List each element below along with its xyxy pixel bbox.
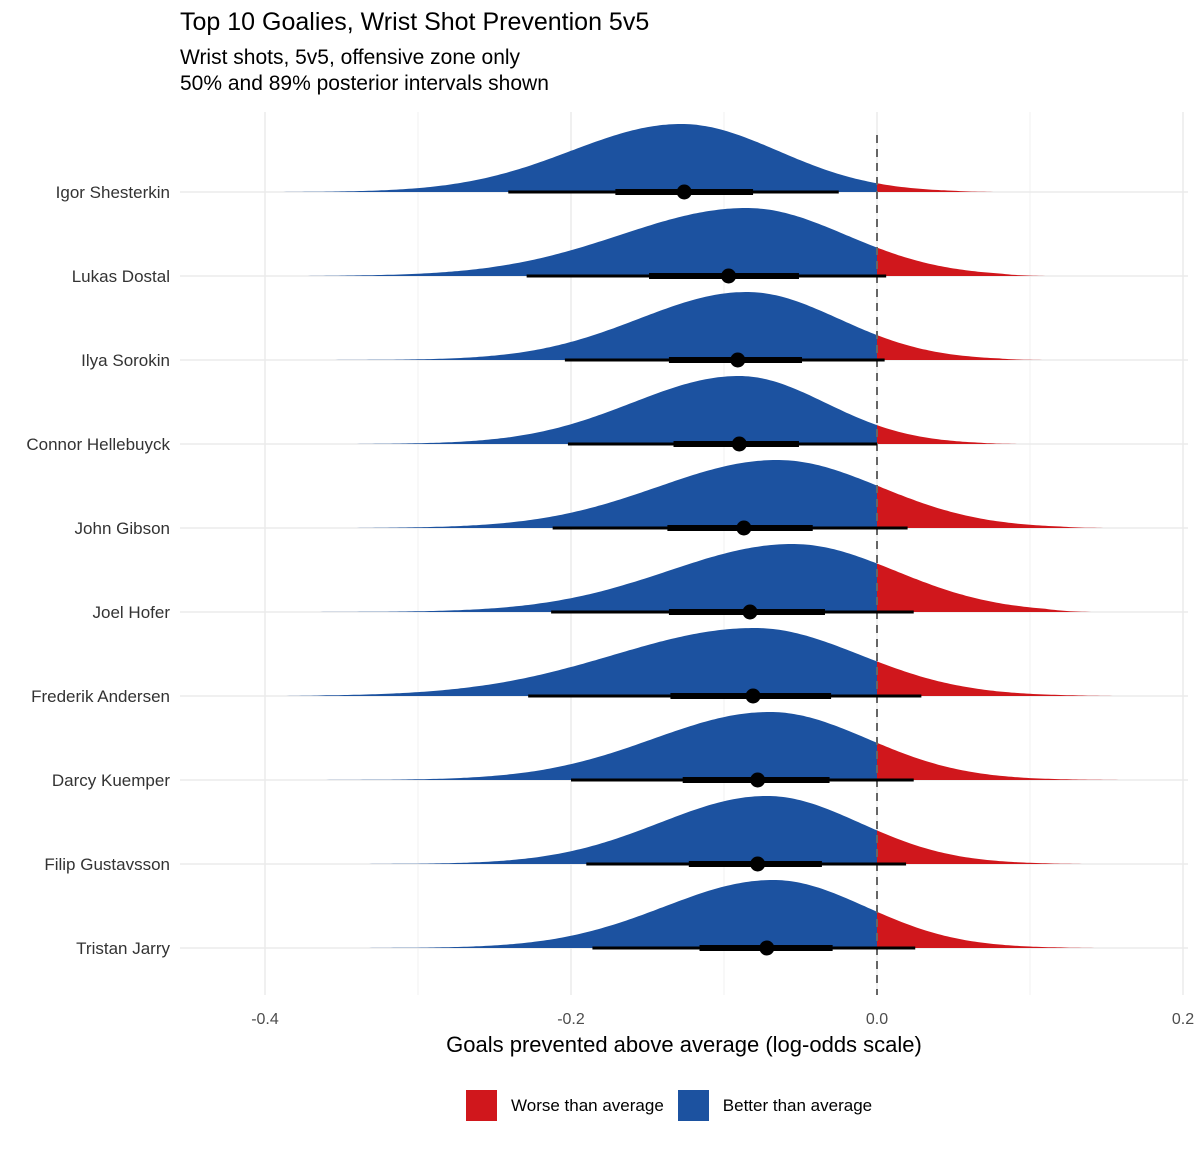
ridge-worse-area <box>877 742 1138 780</box>
median-point <box>731 436 747 452</box>
median-point <box>750 772 766 788</box>
median-point <box>750 856 766 872</box>
ridge-better-area <box>295 208 878 276</box>
goalie-label: Connor Hellebuyck <box>26 435 170 454</box>
legend-label-better: Better than average <box>722 1095 873 1115</box>
ridge-better-area <box>341 460 877 528</box>
ridge-better-area <box>265 124 877 192</box>
y-axis-labels: Igor Shesterkin Lukas Dostal Ilya Sorokin C… <box>26 183 170 958</box>
ridge-better-area <box>234 712 877 780</box>
median-point <box>676 184 692 200</box>
goalie-label: Igor Shesterkin <box>56 183 170 202</box>
ridge-better-area <box>341 376 877 444</box>
x-tick-label: -0.4 <box>251 1011 279 1028</box>
goalie-label: Frederik Andersen <box>31 687 170 706</box>
legend-label-worse: Worse than average <box>511 1095 664 1115</box>
ridge-worse-area <box>877 485 1107 528</box>
goalie-label: John Gibson <box>75 519 170 538</box>
median-point <box>759 940 775 956</box>
chart-subtitle-line-1: Wrist shots, 5v5, offensive zone only <box>180 46 521 69</box>
intervals <box>508 184 922 956</box>
goalie-label: Tristan Jarry <box>76 939 170 958</box>
goalie-label: Filip Gustavsson <box>44 855 170 874</box>
ridgeline-chart: Igor Shesterkin Lukas Dostal Ilya Sorokin C… <box>26 112 1194 1057</box>
legend-swatch-worse <box>466 1090 497 1121</box>
median-point <box>721 268 737 284</box>
ridge-worse-area <box>877 911 1107 948</box>
median-point <box>730 352 746 368</box>
legend: Worse than average Better than average <box>466 1090 886 1121</box>
median-point <box>742 604 758 620</box>
x-tick-label: 0.0 <box>866 1011 888 1028</box>
ridge-worse-area <box>877 183 1000 192</box>
chart-subtitle-line-2: 50% and 89% posterior intervals shown <box>180 72 549 95</box>
ridge-better-area <box>280 628 877 696</box>
median-point <box>736 520 752 536</box>
goalie-label: Joel Hofer <box>93 603 171 622</box>
goalie-label: Lukas Dostal <box>72 267 170 286</box>
ridge-better-area <box>265 544 877 612</box>
x-axis-title: Goals prevented above average (log-odds … <box>446 1032 922 1057</box>
ridge-better-area <box>341 796 877 864</box>
ridge-worse-area <box>877 247 1046 276</box>
ridge-better-area <box>341 880 877 948</box>
legend-swatch-better <box>677 1090 709 1121</box>
median-point <box>745 688 761 704</box>
legend-item-worse: Worse than average <box>466 1090 664 1121</box>
ridge-worse-area <box>877 335 1046 360</box>
chart-title: Top 10 Goalies, Wrist Shot Prevention 5v… <box>180 8 650 36</box>
x-tick-label: 0.2 <box>1172 1011 1194 1028</box>
legend-item-better: Better than average <box>677 1090 873 1121</box>
ridge-worse-area <box>877 830 1092 864</box>
goalie-label: Ilya Sorokin <box>81 351 170 370</box>
ridges <box>180 124 1188 949</box>
ridge-better-area <box>265 292 877 360</box>
ridge-worse-area <box>877 661 1122 696</box>
goalie-label: Darcy Kuemper <box>52 771 170 790</box>
ridge-worse-area <box>877 563 1092 612</box>
ridge-worse-area <box>877 425 1021 444</box>
x-axis-ticks: -0.4 -0.2 0.0 0.2 <box>251 1011 1194 1028</box>
x-tick-label: -0.2 <box>557 1011 585 1028</box>
